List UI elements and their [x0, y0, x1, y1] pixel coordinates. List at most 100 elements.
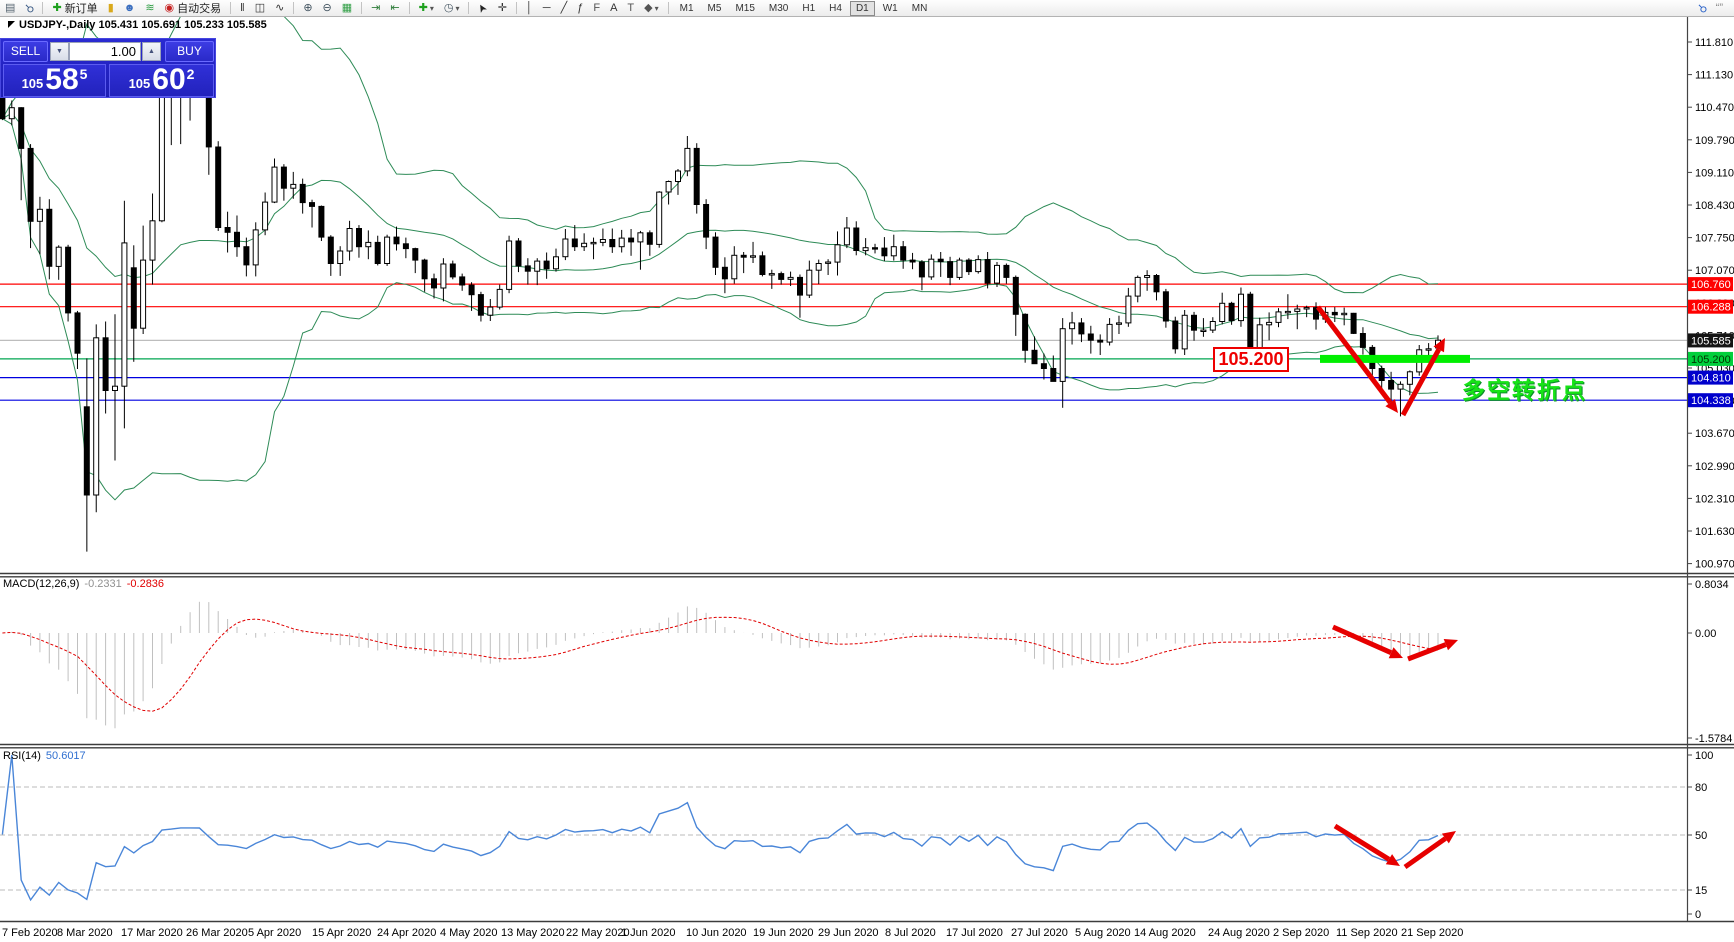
timeframe-m15-button[interactable]: M15 [735, 2, 755, 14]
svg-text:10 Jun 2020: 10 Jun 2020 [686, 927, 747, 939]
signal-icon[interactable]: ≋ [141, 0, 158, 16]
chart-bars-button: ǁ [240, 2, 245, 14]
chart-bars-button[interactable]: ǁ [236, 0, 249, 16]
toolbar-separator [361, 2, 363, 14]
chart-shift-button: ⇤ [390, 2, 400, 14]
volume-decrease-button[interactable]: ▼ [50, 42, 69, 61]
chart-candles-button: ◫ [254, 2, 266, 14]
svg-text:27 Jul 2020: 27 Jul 2020 [1011, 927, 1068, 939]
timeframe-m5-button[interactable]: M5 [707, 2, 722, 14]
fibo-tool[interactable]: ƒ [573, 0, 587, 16]
rsi-name: RSI(14) [3, 750, 41, 762]
vline-tool[interactable]: │ [522, 0, 537, 16]
auto-scroll-button[interactable]: ⇥ [367, 0, 384, 16]
svg-text:5 Aug 2020: 5 Aug 2020 [1075, 927, 1131, 939]
crosshair-icon[interactable]: ✛ [494, 0, 511, 16]
history-center-icon[interactable]: ▮ [104, 0, 118, 16]
svg-text:-1.5784: -1.5784 [1695, 733, 1732, 745]
rsi-value: 50.6017 [45, 750, 86, 762]
svg-text:110.470: 110.470 [1695, 102, 1734, 114]
chart-line-button: ∿ [275, 2, 285, 14]
toolbar: ▤ ⚲ ✚ 新订单 ▮ ☻ ≋ ◉ 自动交易 ǁ ◫ ∿ ⊕ ⊖ ▦ ⇥ ⇤ ✚ ▾ ◷ ▾ ➤ ✛ │ ─ ╱ ƒ F A T ◆ ▾ M1 M… [0, 0, 1734, 17]
history-center-icon: ▮ [107, 2, 114, 14]
buy-price-prefix: 105 [128, 76, 151, 91]
annotation-turning-point[interactable]: 多空转折点 [1462, 377, 1587, 403]
trendline-tool[interactable]: ╱ [557, 0, 572, 16]
toolbar-separator [468, 2, 470, 14]
label-tool: T [627, 2, 635, 14]
svg-text:103.670: 103.670 [1695, 428, 1734, 440]
chart-line-button[interactable]: ∿ [271, 0, 288, 16]
svg-text:2 Sep 2020: 2 Sep 2020 [1273, 927, 1329, 939]
svg-text:106.288: 106.288 [1691, 302, 1731, 314]
periods-button[interactable]: ◷ ▾ [440, 0, 464, 16]
timeframe-mn-button[interactable]: MN [911, 2, 928, 14]
svg-text:100: 100 [1695, 750, 1713, 762]
volume-increase-button[interactable]: ▲ [142, 42, 161, 61]
svg-text:106.760: 106.760 [1691, 279, 1731, 291]
svg-text:24 Aug 2020: 24 Aug 2020 [1208, 927, 1270, 939]
svg-text:107.070: 107.070 [1695, 265, 1734, 277]
autotrade-button[interactable]: ◉ 自动交易 [161, 0, 226, 16]
svg-text:0.8034: 0.8034 [1695, 579, 1729, 591]
price-callout-105200[interactable]: 105.200 [1213, 347, 1289, 372]
text-tool: A [610, 2, 618, 14]
volume-input[interactable] [69, 42, 141, 61]
svg-text:108.430: 108.430 [1695, 200, 1734, 212]
trendline-tool: ╱ [560, 2, 568, 14]
svg-text:109.110: 109.110 [1695, 167, 1734, 179]
buy-button[interactable]: BUY [165, 41, 214, 62]
timeframe-m1-button[interactable]: M1 [679, 2, 694, 14]
svg-text:8 Jul 2020: 8 Jul 2020 [885, 927, 936, 939]
timeframe-h1-button[interactable]: H1 [802, 2, 816, 14]
zoom-in-button[interactable]: ⊕ [299, 0, 316, 16]
text-tool[interactable]: A [606, 0, 621, 16]
buy-price-button[interactable]: 105 60 2 [109, 64, 214, 97]
chart-candles-button[interactable]: ◫ [251, 0, 269, 16]
zoom-in-button: ⊕ [303, 2, 313, 14]
timeframe-w1-button[interactable]: W1 [882, 2, 898, 14]
arrows-tool-caret: ▾ [654, 3, 659, 13]
timeframe-h4-button[interactable]: H4 [829, 2, 842, 14]
timeframe-d1-button[interactable]: D1 [849, 0, 875, 16]
svg-text:1 Jun 2020: 1 Jun 2020 [621, 927, 675, 939]
search-icon[interactable]: ⚲ [1694, 0, 1710, 16]
sell-button[interactable]: SELL [3, 41, 48, 62]
arrows-tool[interactable]: ◆ ▾ [640, 0, 662, 16]
indicators-button: ✚ [418, 2, 428, 14]
buy-price-main: 60 [152, 63, 186, 96]
sell-price-button[interactable]: 105 58 5 [3, 64, 106, 97]
auto-scroll-button: ⇥ [371, 2, 381, 14]
macd-indicator-label: MACD(12,26,9) -0.2331 -0.2836 [3, 578, 164, 590]
svg-text:104.338: 104.338 [1691, 395, 1731, 407]
svg-text:24 Apr 2020: 24 Apr 2020 [377, 927, 436, 939]
svg-text:22 May 2020: 22 May 2020 [566, 927, 630, 939]
chart-profiles-icon[interactable]: ⚲ [21, 0, 37, 16]
indicators-button[interactable]: ✚ ▾ [415, 0, 438, 16]
hline-tool[interactable]: ─ [539, 0, 555, 16]
arrows-tool: ◆ [644, 2, 653, 14]
chat-icon[interactable]: “” [1712, 0, 1727, 16]
chart-shift-button[interactable]: ⇤ [386, 0, 403, 16]
sell-price-main: 58 [45, 63, 79, 96]
timeframe-m30-button[interactable]: M30 [768, 2, 789, 14]
tile-windows-button[interactable]: ▦ [338, 0, 356, 16]
svg-text:7 Feb 2020: 7 Feb 2020 [2, 927, 58, 939]
accounts-icon[interactable]: ☻ [120, 0, 140, 16]
new-chart-icon[interactable]: ▤ [1, 0, 19, 16]
toolbar-separator [42, 2, 44, 14]
vline-tool: │ [525, 2, 533, 14]
zoom-out-button[interactable]: ⊖ [319, 0, 336, 16]
autotrade-button-label: 自动交易 [177, 3, 222, 15]
cursor-icon[interactable]: ➤ [474, 0, 491, 16]
periods-button-caret: ▾ [455, 3, 460, 13]
label-tool[interactable]: T [623, 0, 638, 16]
new-order-button[interactable]: ✚ 新订单 [48, 0, 101, 16]
symbol-cursor-icon [8, 21, 15, 28]
toolbar-separator [230, 2, 232, 14]
fibofan-tool[interactable]: F [589, 0, 604, 16]
svg-text:13 May 2020: 13 May 2020 [501, 927, 565, 939]
cursor-icon: ➤ [475, 1, 491, 15]
new-order-button: ✚ [52, 2, 62, 14]
